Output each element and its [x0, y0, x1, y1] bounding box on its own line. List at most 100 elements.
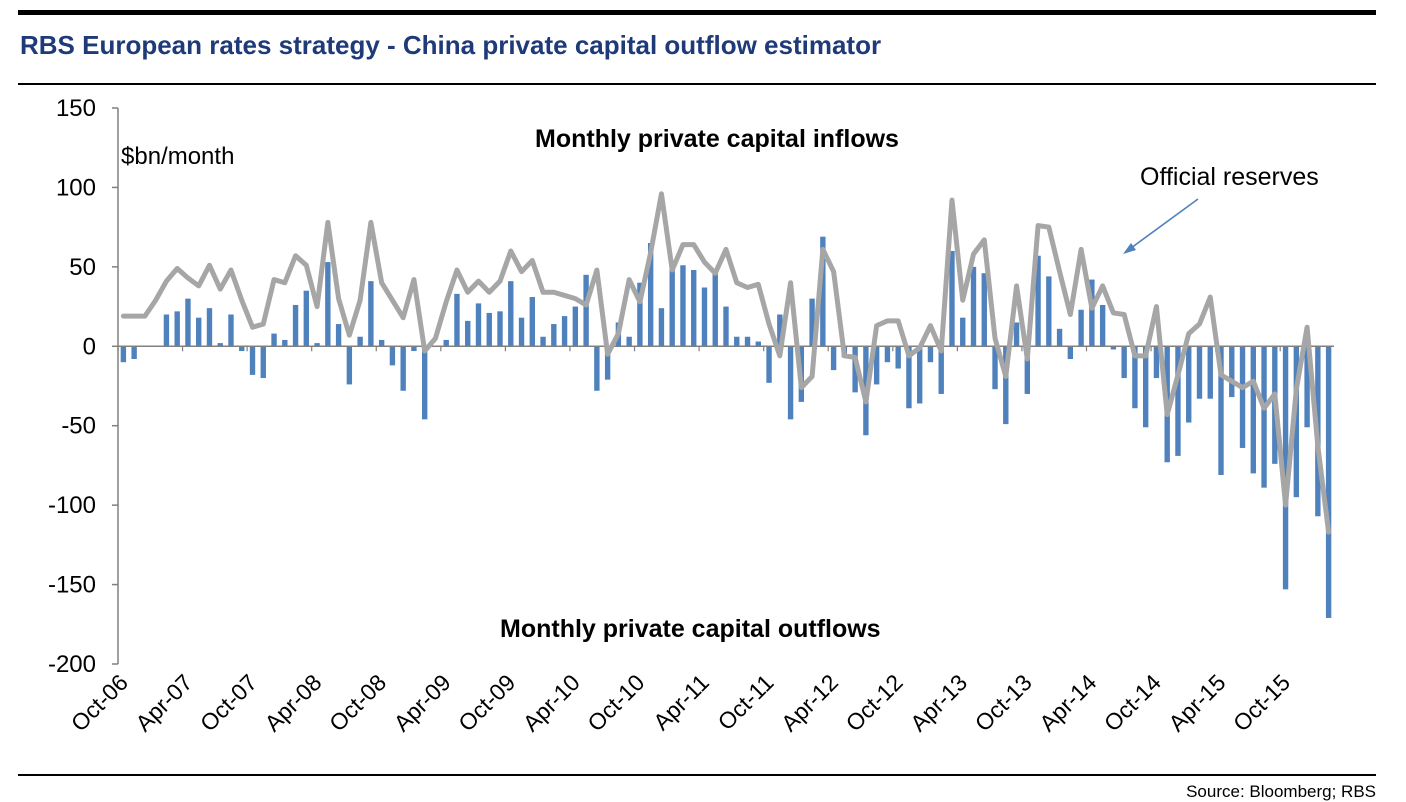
x-tick-label: Apr-07: [130, 669, 197, 736]
flow-bar: [465, 320, 471, 347]
flow-bar: [1142, 346, 1149, 428]
reserves-arrow-head: [1123, 243, 1136, 254]
flow-bar: [540, 336, 546, 347]
flow-bar: [583, 274, 589, 347]
flow-bar: [1078, 309, 1084, 347]
flow-bar: [1013, 322, 1020, 347]
flow-bar: [1207, 346, 1213, 399]
y-tick-label: 0: [83, 333, 96, 360]
x-tick-label: Oct-06: [66, 669, 133, 736]
flow-bar: [206, 308, 213, 347]
flow-bar: [884, 346, 891, 363]
flow-bar: [346, 346, 353, 385]
flow-bar: [1046, 276, 1052, 347]
y-tick-label: 150: [56, 95, 96, 122]
flow-bar: [282, 339, 288, 347]
top-rule: [18, 10, 1376, 15]
flow-bar: [680, 265, 686, 347]
flow-bar: [1218, 346, 1224, 475]
official-reserves-annotation: Official reserves: [1140, 163, 1319, 191]
flow-bar: [895, 346, 901, 369]
flow-bar: [701, 287, 708, 347]
y-axis-labels: 150 100 50 0 -50 -100 -150 -200: [48, 95, 96, 678]
flow-bar: [239, 346, 245, 352]
x-tick-label: Oct-09: [453, 669, 520, 736]
flow-bar: [1186, 346, 1192, 423]
y-tick-label: -150: [48, 572, 96, 599]
flow-bar: [217, 343, 223, 347]
reserves-line-series: [120, 191, 1332, 535]
flow-bar: [1067, 346, 1074, 359]
x-tick-label: Apr-15: [1163, 669, 1230, 736]
flow-bar: [389, 346, 396, 366]
flow-bar: [335, 324, 342, 347]
flow-bar: [626, 336, 632, 347]
flow-bar: [357, 336, 363, 347]
bar-series: [120, 236, 1332, 618]
flow-bar: [260, 346, 266, 379]
x-tick-label: Apr-10: [518, 669, 585, 736]
y-tick-label: -200: [48, 651, 96, 678]
flow-bar: [1003, 346, 1009, 425]
flow-bar: [185, 298, 191, 347]
reserves-arrow-shaft: [1126, 198, 1199, 252]
x-tick-label: Apr-09: [389, 669, 456, 736]
flow-bar: [755, 341, 761, 347]
flow-bar: [1121, 346, 1127, 379]
inflows-annotation: Monthly private capital inflows: [535, 125, 899, 153]
flow-bar: [486, 312, 492, 347]
flow-bar: [949, 250, 955, 347]
flow-bar: [594, 346, 600, 391]
flow-bar: [561, 316, 568, 347]
flow-bar: [873, 346, 880, 385]
flow-bar: [604, 346, 611, 380]
flow-bar: [163, 314, 170, 347]
flow-bar: [1035, 255, 1041, 347]
flow-bar: [777, 314, 783, 347]
flow-bar: [1024, 346, 1030, 394]
flow-bar: [1132, 346, 1138, 409]
flow-bar: [422, 346, 428, 420]
x-tick-label: Oct-15: [1228, 669, 1295, 736]
flow-bar: [120, 346, 127, 363]
flow-bar: [647, 243, 654, 347]
flow-bar: [1196, 346, 1203, 399]
flow-bar: [820, 236, 826, 347]
x-axis-labels: Oct-06Apr-07Oct-07Apr-08Oct-08Apr-09Oct-…: [66, 669, 1295, 736]
y-tick-label: 50: [69, 254, 96, 281]
flow-bar: [271, 333, 277, 347]
flow-bar: [572, 306, 579, 347]
flow-bar: [196, 317, 202, 347]
flow-bar: [712, 273, 718, 347]
bottom-rule: [18, 774, 1376, 776]
x-tick-label: Apr-11: [648, 669, 714, 735]
outflows-annotation: Monthly private capital outflows: [500, 615, 881, 643]
y-axis-unit-label: $bn/month: [121, 143, 235, 170]
flow-bar: [1089, 279, 1095, 347]
flow-bar: [131, 346, 137, 359]
flow-bar: [970, 266, 977, 347]
flow-bar: [508, 281, 514, 347]
flow-bar: [981, 273, 987, 347]
flow-bar: [938, 346, 944, 394]
flow-bar: [669, 268, 675, 347]
flow-bar: [1250, 346, 1256, 474]
flow-bar: [1153, 346, 1160, 379]
x-tick-label: Oct-08: [324, 669, 391, 736]
flow-bar: [443, 339, 449, 347]
flow-bar: [303, 290, 310, 347]
x-tick-label: Oct-07: [195, 669, 262, 736]
flow-bar: [1293, 346, 1300, 498]
flow-bar: [1261, 346, 1267, 488]
flow-bar: [852, 346, 858, 393]
flow-bar: [1056, 328, 1063, 347]
official-reserves-line: [120, 191, 1332, 535]
x-tick-label: Oct-14: [1099, 669, 1166, 736]
flow-bar: [529, 297, 535, 347]
x-tick-label: Oct-13: [970, 669, 1037, 736]
flow-bar: [551, 324, 557, 347]
flow-bar: [1099, 304, 1106, 347]
flow-bar: [1325, 346, 1332, 618]
flow-bar: [325, 262, 331, 347]
